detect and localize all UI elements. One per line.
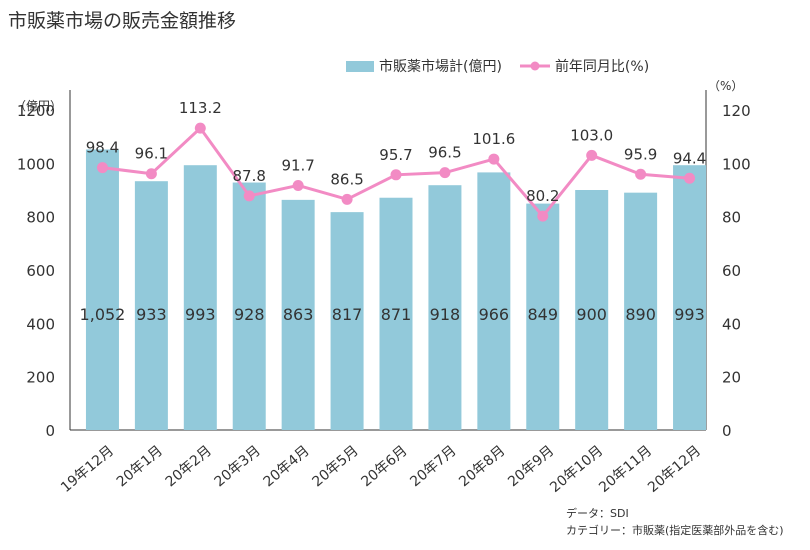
bar-9 [526, 203, 560, 430]
yoy-value-label: 95.7 [379, 146, 412, 164]
left-tick-label: 600 [26, 262, 55, 280]
x-tick-label: 20年11月 [596, 443, 655, 496]
bar-10 [575, 190, 609, 430]
yoy-point-4 [292, 179, 304, 191]
x-tick-label: 20年7月 [407, 443, 459, 490]
chart-title: 市販薬市場の販売金額推移 [8, 10, 237, 32]
yoy-point-1 [145, 168, 157, 180]
yoy-point-12 [684, 172, 696, 184]
left-tick-label: 800 [26, 209, 55, 227]
bar-1 [134, 181, 168, 430]
bar-value-label: 817 [332, 305, 363, 324]
legend-line-swatch [519, 61, 550, 71]
legend-label-sales: 市販薬市場計(億円) [379, 59, 502, 75]
yoy-point-0 [96, 162, 108, 174]
x-tick-label: 20年8月 [456, 443, 508, 490]
x-tick-label: 19年12月 [58, 443, 117, 496]
bar-value-label: 890 [625, 305, 656, 324]
right-axis-unit: （%） [708, 79, 743, 93]
bar-7 [428, 185, 462, 430]
right-tick-label: 100 [722, 155, 751, 173]
right-tick-label: 20 [722, 369, 741, 387]
right-tick-label: 60 [722, 262, 741, 280]
yoy-point-6 [390, 169, 402, 181]
yoy-value-label: 80.2 [526, 187, 559, 205]
yoy-value-label: 96.1 [135, 145, 168, 163]
bar-value-label: 918 [430, 305, 461, 324]
yoy-value-label: 95.9 [624, 145, 657, 163]
legend-item-sales: 市販薬市場計(億円) [346, 56, 502, 76]
bar-value-label: 849 [527, 305, 558, 324]
yoy-point-10 [586, 149, 598, 161]
chart-legend: 市販薬市場計(億円) 前年同月比(%) [346, 56, 667, 76]
yoy-point-2 [194, 122, 206, 134]
bar-value-label: 871 [381, 305, 412, 324]
bar-8 [477, 172, 511, 430]
bar-5 [330, 212, 364, 430]
x-tick-label: 20年2月 [163, 443, 215, 490]
yoy-value-label: 101.6 [472, 130, 515, 148]
bar-value-label: 966 [479, 305, 510, 324]
left-tick-label: 0 [45, 422, 55, 440]
legend-item-yoy: 前年同月比(%) [519, 56, 650, 76]
left-tick-label: 1200 [17, 102, 55, 120]
bar-3 [232, 182, 266, 430]
bar-11 [624, 192, 658, 430]
source-note: データ：SDI カテゴリー：市販薬(指定医薬部外品を含む) [566, 505, 784, 539]
bar-2 [183, 165, 217, 430]
x-tick-label: 20年5月 [309, 443, 361, 490]
bar-4 [281, 199, 315, 430]
bar-value-label: 928 [234, 305, 265, 324]
bar-value-label: 900 [576, 305, 607, 324]
yoy-value-label: 96.5 [428, 144, 461, 162]
yoy-point-7 [439, 167, 451, 179]
yoy-value-label: 91.7 [281, 156, 314, 174]
yoy-value-label: 113.2 [179, 99, 222, 117]
bar-0 [85, 149, 119, 430]
source-category-line: カテゴリー：市販薬(指定医薬部外品を含む) [566, 524, 784, 537]
left-tick-label: 200 [26, 369, 55, 387]
source-data-line: データ：SDI [566, 507, 629, 520]
left-tick-label: 400 [26, 315, 55, 333]
x-tick-label: 20年3月 [212, 443, 264, 490]
bar-value-label: 1,052 [80, 305, 126, 324]
bar-value-label: 993 [185, 305, 216, 324]
x-tick-label: 20年1月 [114, 443, 166, 490]
yoy-value-label: 103.0 [570, 126, 613, 144]
right-tick-label: 0 [722, 422, 732, 440]
legend-label-yoy: 前年同月比(%) [554, 59, 650, 75]
yoy-point-8 [488, 153, 500, 165]
x-tick-label: 20年12月 [645, 443, 704, 496]
bar-12 [673, 165, 707, 430]
right-tick-label: 40 [722, 315, 741, 333]
yoy-point-5 [341, 193, 353, 205]
x-tick-label: 20年10月 [547, 443, 606, 496]
yoy-value-label: 98.4 [86, 139, 119, 157]
right-tick-label: 80 [722, 209, 741, 227]
yoy-point-9 [537, 210, 549, 222]
bar-value-label: 863 [283, 305, 314, 324]
yoy-point-11 [635, 168, 647, 180]
left-tick-label: 1000 [17, 155, 55, 173]
left-axis-unit: （億円） [14, 99, 62, 113]
yoy-value-label: 86.5 [330, 170, 363, 188]
bar-value-label: 993 [674, 305, 705, 324]
legend-bar-swatch [346, 60, 374, 72]
bar-value-label: 933 [136, 305, 167, 324]
yoy-value-label: 94.4 [673, 149, 706, 167]
yoy-value-label: 87.8 [233, 167, 266, 185]
right-tick-label: 120 [722, 102, 751, 120]
x-tick-label: 20年4月 [261, 443, 313, 490]
bar-6 [379, 197, 413, 430]
x-tick-label: 20年6月 [358, 443, 410, 490]
yoy-point-3 [243, 190, 255, 202]
